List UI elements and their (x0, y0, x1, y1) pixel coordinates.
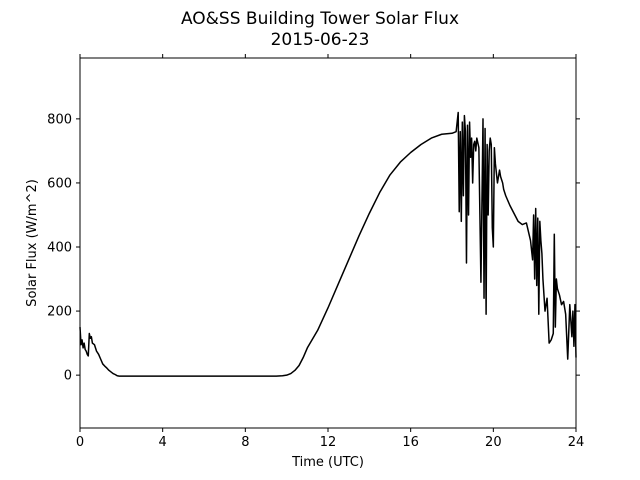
y-tick-label: 200 (47, 305, 72, 320)
y-tick-label: 600 (47, 176, 72, 191)
x-axis-label: Time (UTC) (291, 455, 364, 470)
y-tick-label: 0 (64, 369, 72, 384)
x-tick-label: 0 (76, 435, 84, 450)
x-tick-label: 8 (241, 435, 249, 450)
y-axis: 0 200 400 600 800 (47, 112, 580, 384)
x-tick-label: 20 (485, 435, 502, 450)
y-axis-label: Solar Flux (W/m^2) (25, 179, 40, 307)
x-tick-label: 24 (568, 435, 585, 450)
chart-subtitle: 2015-06-23 (271, 30, 370, 50)
x-tick-label: 4 (159, 435, 167, 450)
x-axis: 0 4 8 12 16 20 24 (76, 54, 584, 450)
y-tick-label: 400 (47, 241, 72, 256)
y-tick-label: 800 (47, 112, 72, 127)
x-tick-label: 16 (402, 435, 419, 450)
plot-frame (79, 57, 577, 429)
x-tick-label: 12 (320, 435, 337, 450)
solar-flux-series-line (79, 111, 577, 377)
chart-title: AO&SS Building Tower Solar Flux (181, 9, 459, 29)
plot-area (79, 111, 577, 377)
